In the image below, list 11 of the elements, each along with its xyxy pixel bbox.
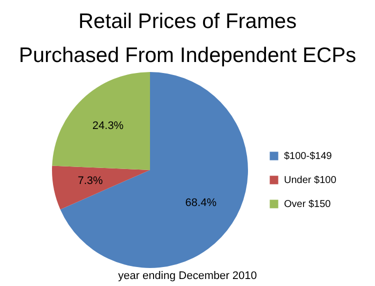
text: year ending December 2010 <box>118 270 257 282</box>
legend-label: Over $150 <box>284 199 332 210</box>
legend-label: $100-$149 <box>284 151 332 162</box>
legend-label: Under $100 <box>284 175 337 186</box>
chart-title: Retail Prices of Frames Purchased From Independent ECPs <box>18 10 356 67</box>
pie-slice <box>60 72 248 268</box>
pie-slice <box>52 72 150 170</box>
data-label: 7.3% <box>78 175 104 188</box>
pie-slice <box>52 166 150 210</box>
data-label: 24.3% <box>92 120 124 132</box>
data-label: 68.4% <box>185 197 217 210</box>
